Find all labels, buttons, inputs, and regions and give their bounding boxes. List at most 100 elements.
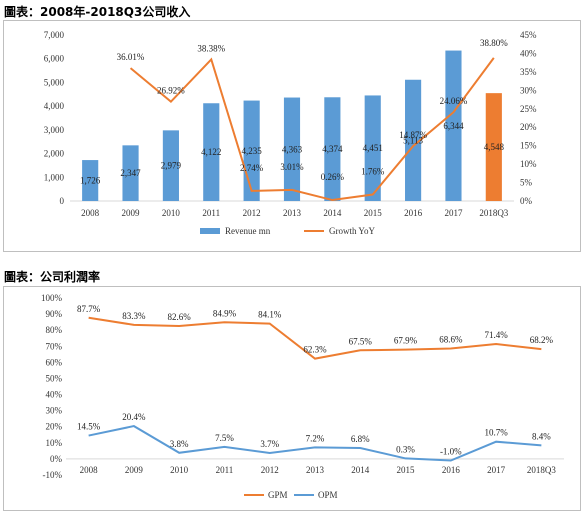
growth-data-label: 36.01%	[117, 52, 145, 62]
chart1-legend: Revenue mn Growth YoY	[200, 226, 376, 236]
gpm-data-label: 71.4%	[484, 330, 508, 340]
y-right-tick-label: 45%	[520, 30, 537, 40]
revenue-data-label: 5,113	[403, 135, 423, 145]
gpm-data-label: 83.3%	[122, 311, 146, 321]
x-tick-label: 2011	[202, 208, 220, 218]
gpm-data-label: 67.9%	[394, 336, 418, 346]
y-left-tick-label: 2,000	[44, 149, 65, 159]
y-left-tick-label: 3,000	[44, 125, 65, 135]
x-tick-label: 2012	[243, 208, 261, 218]
legend-label-gpm: GPM	[268, 490, 288, 500]
opm-data-label: 20.4%	[122, 412, 146, 422]
growth-data-label: 2.74%	[240, 163, 264, 173]
opm-data-label: 6.8%	[351, 434, 370, 444]
x-tick-label: 2012	[261, 465, 279, 475]
y-right-tick-label: 25%	[520, 104, 537, 114]
revenue-data-label: 2,979	[161, 161, 182, 171]
legend-label-opm: OPM	[318, 490, 338, 500]
x-tick-label: 2010	[170, 465, 189, 475]
revenue-bar	[203, 103, 220, 201]
gpm-data-label: 87.7%	[77, 304, 101, 314]
y-tick-label: 0%	[50, 454, 63, 464]
growth-line	[129, 57, 495, 202]
chart1-caption: 圖表：2008年-2018Q3公司收入	[4, 5, 191, 19]
chart2-caption: 圖表：公司利潤率	[4, 270, 101, 284]
gpm-data-label: 84.9%	[213, 308, 237, 318]
x-tick-label: 2009	[125, 465, 144, 475]
x-tick-label: 2008	[80, 465, 99, 475]
y-right-tick-label: 15%	[520, 141, 537, 151]
y-tick-label: 100%	[41, 293, 63, 303]
revenue-data-label: 4,451	[363, 143, 383, 153]
gpm-data-label: 82.6%	[168, 312, 192, 322]
revenue-growth-chart: 0 1,000 2,000 3,000 4,000 5,000 6,000 7,000 0% 5%…	[44, 30, 537, 236]
opm-data-label: 7.2%	[306, 433, 325, 443]
y-tick-label: 70%	[46, 341, 63, 351]
legend-label-growth: Growth YoY	[329, 226, 376, 236]
revenue-bar	[405, 79, 422, 201]
x-tick-label: 2016	[404, 208, 423, 218]
growth-data-label: 3.01%	[280, 162, 304, 172]
x-tick-label: 2015	[364, 208, 383, 218]
x-tick-label: 2013	[306, 465, 325, 475]
y-tick-label: 50%	[46, 373, 63, 383]
revenue-chart-panel: 0 1,000 2,000 3,000 4,000 5,000 6,000 7,000 0% 5%…	[3, 20, 581, 252]
y-right-tick-label: 5%	[520, 178, 533, 188]
y-tick-label: 90%	[46, 309, 63, 319]
opm-data-label: 10.7%	[484, 428, 508, 438]
revenue-data-label: 4,122	[201, 147, 221, 157]
x-tick-label: 2017	[444, 208, 463, 218]
revenue-data-label: 4,548	[484, 142, 505, 152]
legend-swatch-revenue	[200, 228, 220, 234]
margin-chart-panel: -10% 0% 10% 20% 30% 40% 50% 60% 70% 80% 90% 100% 200…	[3, 286, 581, 511]
x-tick-label: 2013	[283, 208, 302, 218]
growth-data-label: 38.38%	[197, 43, 225, 53]
y-tick-label: 40%	[46, 390, 63, 400]
opm-data-label: 3.7%	[260, 439, 279, 449]
y-left-tick-label: 7,000	[44, 30, 65, 40]
gpm-line	[88, 316, 542, 360]
y-tick-label: 20%	[46, 422, 63, 432]
opm-line	[88, 425, 542, 462]
y-right-tick-label: 20%	[520, 122, 537, 132]
revenue-bar	[445, 50, 462, 201]
revenue-bar	[364, 95, 381, 201]
gpm-data-label: 68.2%	[530, 335, 554, 345]
x-tick-label: 2018Q3	[479, 208, 508, 218]
x-tick-label: 2015	[397, 465, 416, 475]
x-tick-label: 2014	[351, 465, 370, 475]
opm-data-label: 0.3%	[396, 444, 415, 454]
x-tick-label: 2008	[81, 208, 100, 218]
y-left-tick-label: 5,000	[44, 77, 65, 87]
opm-data-label: 7.5%	[215, 433, 234, 443]
growth-data-label: 0.26%	[321, 172, 345, 182]
growth-data-label: 24.06%	[440, 96, 468, 106]
opm-data-label: 8.4%	[532, 431, 551, 441]
opm-data-label: 3.8%	[170, 439, 189, 449]
growth-data-label: 14.87%	[399, 130, 427, 140]
opm-data-label: -1.0%	[440, 447, 462, 457]
chart2-legend: GPM OPM	[244, 490, 338, 500]
gpm-data-label: 84.1%	[258, 310, 282, 320]
revenue-data-label: 4,363	[282, 144, 303, 154]
x-tick-label: 2014	[323, 208, 342, 218]
growth-data-label: 38.80%	[480, 38, 508, 48]
revenue-bar	[122, 145, 139, 201]
revenue-bar	[162, 130, 179, 201]
gpm-data-label: 68.6%	[439, 335, 463, 345]
y-tick-label: 10%	[46, 438, 63, 448]
x-tick-label: 2010	[162, 208, 181, 218]
y-right-tick-label: 35%	[520, 67, 537, 77]
revenue-bar	[485, 93, 502, 201]
opm-data-label: 14.5%	[77, 422, 101, 432]
y-tick-label: 30%	[46, 406, 63, 416]
y-right-tick-label: 0%	[520, 196, 533, 206]
profit-margin-chart: -10% 0% 10% 20% 30% 40% 50% 60% 70% 80% 90% 100% 200…	[41, 293, 564, 500]
revenue-bar	[283, 97, 301, 201]
x-tick-label: 2018Q3	[527, 465, 556, 475]
y-tick-label: 60%	[46, 357, 63, 367]
gpm-data-label: 67.5%	[349, 336, 373, 346]
revenue-data-label: 2,347	[120, 168, 141, 178]
x-tick-label: 2017	[487, 465, 506, 475]
revenue-data-label: 4,235	[242, 146, 263, 156]
